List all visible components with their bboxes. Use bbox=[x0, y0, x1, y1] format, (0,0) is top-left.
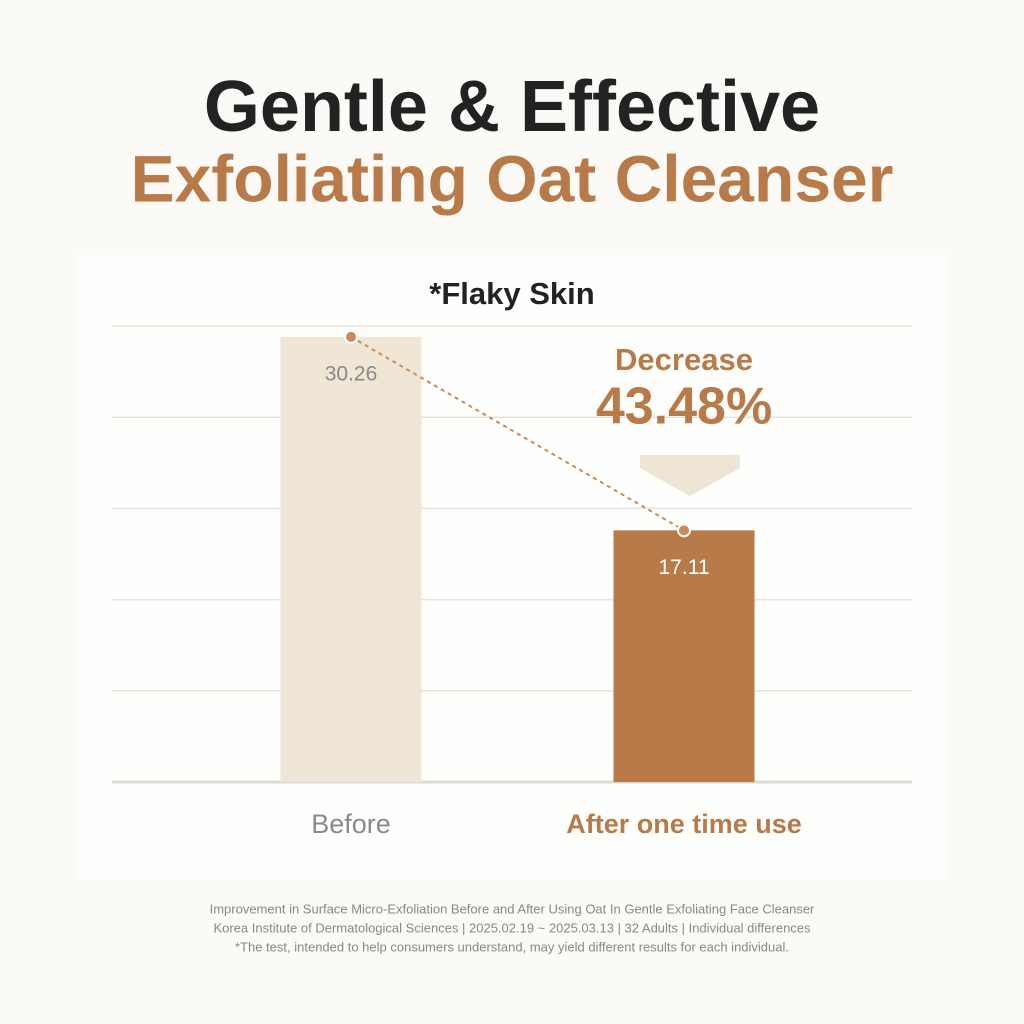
value-label: 17.11 bbox=[659, 556, 710, 579]
footnote: Korea Institute of Dermatological Scienc… bbox=[213, 920, 811, 935]
subheadline: Exfoliating Oat Cleanser bbox=[131, 141, 894, 215]
annotation: 43.48% bbox=[596, 378, 772, 436]
down-arrow bbox=[640, 455, 740, 496]
x-tick-label: After one time use bbox=[566, 809, 802, 839]
trend-line bbox=[350, 336, 685, 532]
panel bbox=[76, 255, 948, 880]
annotation: Decrease bbox=[615, 342, 753, 377]
trend-dot bbox=[677, 523, 691, 538]
bar bbox=[280, 336, 422, 782]
trend-dot bbox=[344, 329, 358, 344]
value-label: 30.26 bbox=[325, 362, 378, 385]
chart-title: *Flaky Skin bbox=[429, 276, 594, 311]
footnote: *The test, intended to help consumers un… bbox=[235, 939, 789, 954]
footnote: Improvement in Surface Micro-Exfoliation… bbox=[210, 901, 815, 916]
headline: Gentle & Effective bbox=[204, 67, 820, 147]
x-tick-label: Before bbox=[311, 809, 391, 839]
bar bbox=[613, 530, 755, 782]
